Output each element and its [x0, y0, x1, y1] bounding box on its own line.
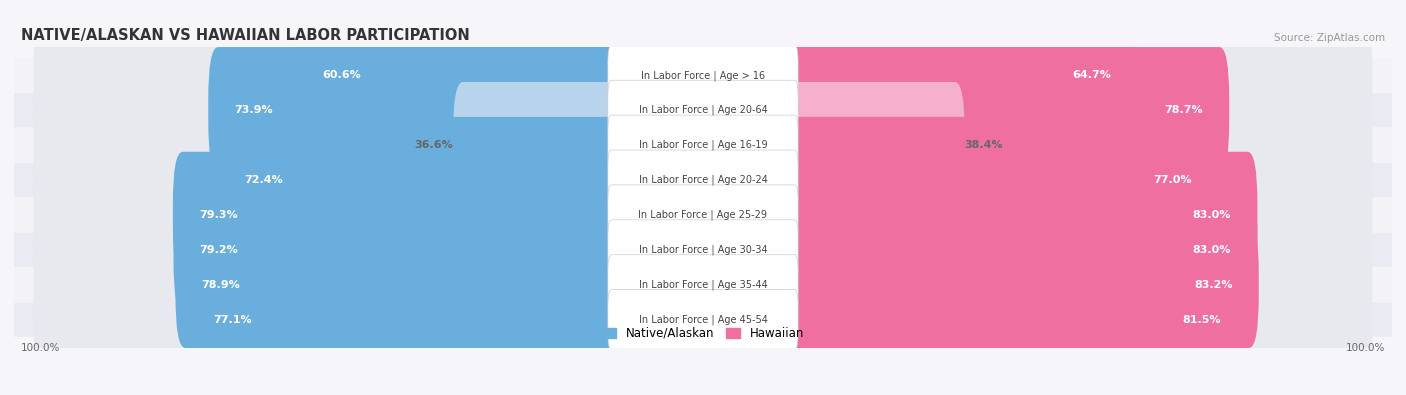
Text: 100.0%: 100.0%: [1346, 342, 1385, 353]
FancyBboxPatch shape: [34, 96, 624, 264]
Text: 77.0%: 77.0%: [1153, 175, 1192, 185]
Text: In Labor Force | Age > 16: In Labor Force | Age > 16: [641, 70, 765, 81]
Text: Source: ZipAtlas.com: Source: ZipAtlas.com: [1274, 33, 1385, 43]
FancyBboxPatch shape: [782, 201, 1372, 369]
FancyBboxPatch shape: [34, 201, 624, 369]
FancyBboxPatch shape: [34, 236, 624, 395]
FancyBboxPatch shape: [782, 96, 1372, 264]
FancyBboxPatch shape: [782, 0, 1372, 159]
Text: 79.2%: 79.2%: [200, 245, 239, 255]
FancyBboxPatch shape: [607, 80, 799, 140]
FancyBboxPatch shape: [782, 61, 1372, 229]
FancyBboxPatch shape: [14, 163, 1392, 197]
Text: 64.7%: 64.7%: [1073, 70, 1111, 80]
Text: NATIVE/ALASKAN VS HAWAIIAN LABOR PARTICIPATION: NATIVE/ALASKAN VS HAWAIIAN LABOR PARTICI…: [21, 28, 470, 43]
Text: In Labor Force | Age 20-24: In Labor Force | Age 20-24: [638, 175, 768, 185]
FancyBboxPatch shape: [782, 236, 1372, 395]
FancyBboxPatch shape: [208, 47, 621, 173]
Text: 73.9%: 73.9%: [235, 105, 273, 115]
FancyBboxPatch shape: [607, 220, 799, 280]
FancyBboxPatch shape: [14, 93, 1392, 127]
FancyBboxPatch shape: [782, 131, 1372, 299]
FancyBboxPatch shape: [34, 0, 624, 159]
FancyBboxPatch shape: [34, 131, 624, 299]
FancyBboxPatch shape: [607, 45, 799, 105]
FancyBboxPatch shape: [34, 61, 624, 229]
Text: 79.3%: 79.3%: [200, 210, 238, 220]
FancyBboxPatch shape: [785, 187, 1257, 313]
FancyBboxPatch shape: [785, 82, 965, 208]
FancyBboxPatch shape: [14, 198, 1392, 232]
FancyBboxPatch shape: [173, 152, 621, 278]
Text: 83.0%: 83.0%: [1192, 245, 1232, 255]
FancyBboxPatch shape: [295, 12, 621, 139]
Text: 36.6%: 36.6%: [415, 140, 453, 150]
Text: 81.5%: 81.5%: [1182, 315, 1222, 325]
FancyBboxPatch shape: [14, 128, 1392, 162]
FancyBboxPatch shape: [14, 58, 1392, 92]
FancyBboxPatch shape: [785, 117, 1218, 243]
FancyBboxPatch shape: [14, 268, 1392, 302]
Legend: Native/Alaskan, Hawaiian: Native/Alaskan, Hawaiian: [598, 322, 808, 345]
FancyBboxPatch shape: [785, 222, 1258, 348]
FancyBboxPatch shape: [34, 166, 624, 334]
FancyBboxPatch shape: [607, 185, 799, 245]
Text: 83.0%: 83.0%: [1192, 210, 1232, 220]
FancyBboxPatch shape: [607, 150, 799, 210]
FancyBboxPatch shape: [14, 233, 1392, 267]
Text: In Labor Force | Age 25-29: In Labor Force | Age 25-29: [638, 210, 768, 220]
Text: 78.9%: 78.9%: [201, 280, 240, 290]
Text: 60.6%: 60.6%: [322, 70, 360, 80]
FancyBboxPatch shape: [782, 166, 1372, 334]
FancyBboxPatch shape: [34, 26, 624, 194]
FancyBboxPatch shape: [785, 47, 1229, 173]
Text: In Labor Force | Age 30-34: In Labor Force | Age 30-34: [638, 245, 768, 255]
FancyBboxPatch shape: [173, 187, 621, 313]
FancyBboxPatch shape: [607, 255, 799, 315]
FancyBboxPatch shape: [785, 12, 1137, 139]
FancyBboxPatch shape: [218, 117, 621, 243]
Text: 38.4%: 38.4%: [965, 140, 1004, 150]
FancyBboxPatch shape: [176, 222, 621, 348]
Text: In Labor Force | Age 45-54: In Labor Force | Age 45-54: [638, 314, 768, 325]
FancyBboxPatch shape: [607, 290, 799, 350]
Text: 83.2%: 83.2%: [1194, 280, 1233, 290]
FancyBboxPatch shape: [782, 26, 1372, 194]
Text: 77.1%: 77.1%: [214, 315, 252, 325]
Text: In Labor Force | Age 35-44: In Labor Force | Age 35-44: [638, 280, 768, 290]
FancyBboxPatch shape: [607, 115, 799, 175]
Text: 78.7%: 78.7%: [1164, 105, 1204, 115]
Text: 100.0%: 100.0%: [21, 342, 60, 353]
FancyBboxPatch shape: [453, 82, 621, 208]
Text: In Labor Force | Age 20-64: In Labor Force | Age 20-64: [638, 105, 768, 115]
Text: 72.4%: 72.4%: [245, 175, 283, 185]
FancyBboxPatch shape: [785, 256, 1247, 383]
FancyBboxPatch shape: [187, 256, 621, 383]
FancyBboxPatch shape: [14, 303, 1392, 337]
FancyBboxPatch shape: [785, 152, 1257, 278]
Text: In Labor Force | Age 16-19: In Labor Force | Age 16-19: [638, 140, 768, 150]
